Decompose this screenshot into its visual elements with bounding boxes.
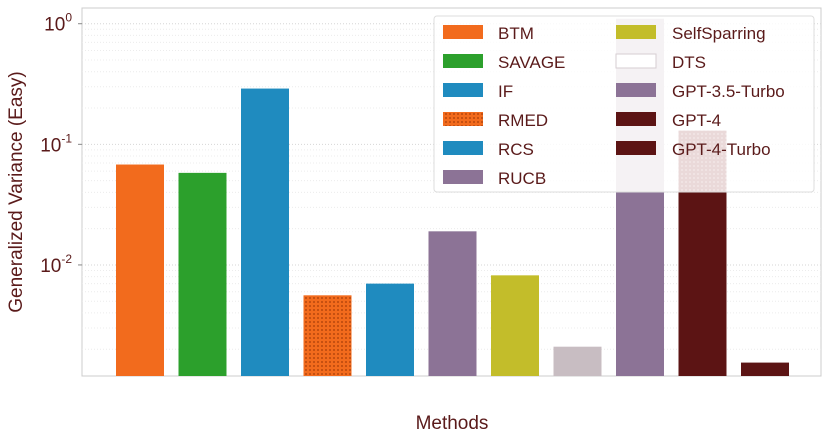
y-tick-label: 10-1 — [40, 131, 72, 156]
legend-swatch — [443, 54, 483, 68]
legend-entry: SelfSparring — [616, 24, 766, 43]
legend-label: IF — [498, 82, 513, 101]
legend-label: RMED — [498, 111, 548, 130]
legend-label: GPT-3.5-Turbo — [672, 82, 785, 101]
legend-swatch — [616, 25, 656, 39]
legend-swatch — [615, 53, 657, 69]
bar-rect — [553, 346, 602, 376]
legend-entry: DTS — [615, 53, 706, 72]
legend-label: DTS — [672, 53, 706, 72]
legend-entry: IF — [443, 82, 513, 101]
legend-label: BTM — [498, 24, 534, 43]
legend-entry: RCS — [443, 140, 534, 159]
bar-rect — [116, 164, 164, 376]
legend-swatch — [443, 25, 483, 39]
bar-lower-segment — [616, 192, 664, 376]
bar-rcs — [366, 283, 414, 376]
bar-rucb — [428, 231, 477, 376]
bar-rect — [428, 231, 477, 376]
bar-if — [241, 88, 289, 376]
bar-rect — [178, 172, 227, 376]
y-tick-label: 100 — [44, 11, 72, 36]
legend: BTM SAVAGE IF RMED RCS RUCB SelfSparring DTS GPT… — [433, 15, 815, 193]
bar-dts — [553, 346, 602, 376]
y-axis-title: Generalized Variance (Easy) — [6, 71, 27, 312]
bar-rmed — [303, 295, 352, 376]
legend-entry: RMED — [443, 111, 548, 130]
bar-rect — [366, 283, 414, 376]
legend-entry: GPT-4-Turbo — [616, 140, 771, 159]
legend-label: RUCB — [498, 169, 546, 188]
bar-selfsparring — [491, 275, 539, 376]
bar-rect — [741, 362, 789, 376]
bar-rect — [491, 275, 539, 376]
legend-label: SAVAGE — [498, 53, 565, 72]
legend-label: RCS — [498, 140, 534, 159]
y-tick-label: 10-2 — [40, 252, 72, 277]
legend-swatch — [616, 141, 656, 155]
y-axis-ticks: 100 10-1 10-2 — [40, 11, 82, 277]
legend-label: SelfSparring — [672, 24, 766, 43]
legend-swatch — [443, 170, 483, 184]
legend-entry: GPT-3.5-Turbo — [616, 82, 785, 101]
legend-swatch — [443, 112, 483, 126]
legend-entry: RUCB — [443, 169, 546, 188]
legend-label: GPT-4-Turbo — [672, 140, 771, 159]
bar-savage — [178, 172, 227, 376]
x-axis-title: Methods — [416, 413, 489, 434]
legend-entry: BTM — [443, 24, 534, 43]
bar-lower-segment — [678, 192, 727, 376]
legend-entry: SAVAGE — [443, 53, 565, 72]
legend-label: GPT-4 — [672, 111, 721, 130]
bar-gpt-4-turbo — [741, 362, 789, 376]
bar-rect — [241, 88, 289, 376]
bar-btm — [116, 164, 164, 376]
legend-box — [433, 15, 815, 193]
legend-swatch — [616, 83, 656, 97]
legend-entry: GPT-4 — [616, 111, 721, 130]
legend-swatch — [616, 112, 656, 126]
legend-swatch — [443, 141, 483, 155]
bar-rect — [303, 295, 352, 376]
legend-swatch — [443, 83, 483, 97]
